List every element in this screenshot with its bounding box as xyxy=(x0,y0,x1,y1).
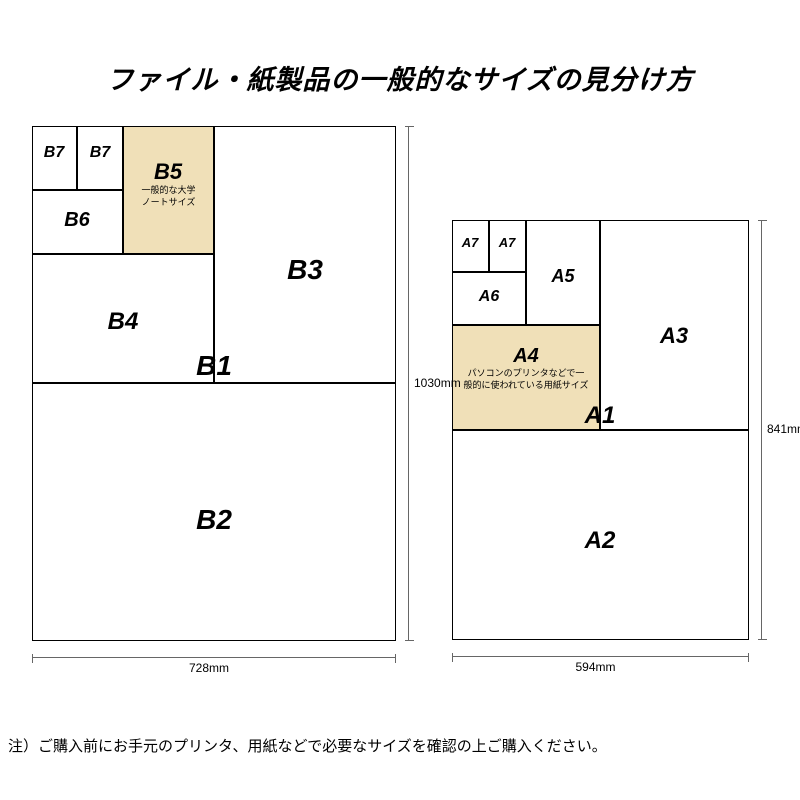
paper-size-label-a7: A7 xyxy=(467,235,547,250)
paper-size-label-a2: A2 xyxy=(560,527,640,555)
b-width-dimension-line xyxy=(32,657,396,658)
a-height-dimension-label: 841mm xyxy=(767,422,800,436)
footer-note: 注）ご購入前にお手元のプリンタ、用紙などで必要なサイズを確認の上ご購入ください。 xyxy=(0,735,800,756)
a-width-dimension-line xyxy=(452,656,749,657)
paper-size-label-b1: B1 xyxy=(174,350,254,382)
a-height-dimension-line xyxy=(761,220,762,640)
paper-size-label-b5: B5 xyxy=(128,159,208,185)
paper-size-desc-b5: 一般的な大学ノートサイズ xyxy=(125,184,212,208)
paper-size-label-a3: A3 xyxy=(634,323,714,349)
paper-size-label-b3: B3 xyxy=(265,254,345,286)
paper-size-label-b4: B4 xyxy=(83,308,163,336)
page-title: ファイル・紙製品の一般的なサイズの見分け方 xyxy=(0,58,800,97)
canvas: ファイル・紙製品の一般的なサイズの見分け方 B1 B2 B3 B4 B5一般的な大学ノー… xyxy=(0,0,800,800)
b-height-dimension-label: 1030mm xyxy=(414,376,461,390)
b-width-dimension-label: 728mm xyxy=(189,661,229,675)
paper-size-label-b2: B2 xyxy=(174,504,254,536)
b-series-diagram: B1B2B3B4B5一般的な大学ノートサイズB6B7B7 xyxy=(32,126,396,641)
a-series-diagram: A1 A2 A3 A4パソコンのプリンタなどで一般的に使われている用紙サイズ A5A6 A… xyxy=(452,220,749,640)
a-width-dimension-label: 594mm xyxy=(576,660,616,674)
paper-size-label-b7: B7 xyxy=(60,144,140,162)
paper-size-label-b6: B6 xyxy=(37,209,117,232)
paper-size-label-a4: A4 xyxy=(486,345,566,368)
paper-size-label-a5: A5 xyxy=(523,266,603,287)
paper-size-label-a6: A6 xyxy=(449,288,529,306)
paper-size-label-a1: A1 xyxy=(560,402,640,430)
paper-size-desc-a4: パソコンのプリンタなどで一般的に使われている用紙サイズ xyxy=(454,367,598,391)
b-height-dimension-line xyxy=(408,126,409,641)
